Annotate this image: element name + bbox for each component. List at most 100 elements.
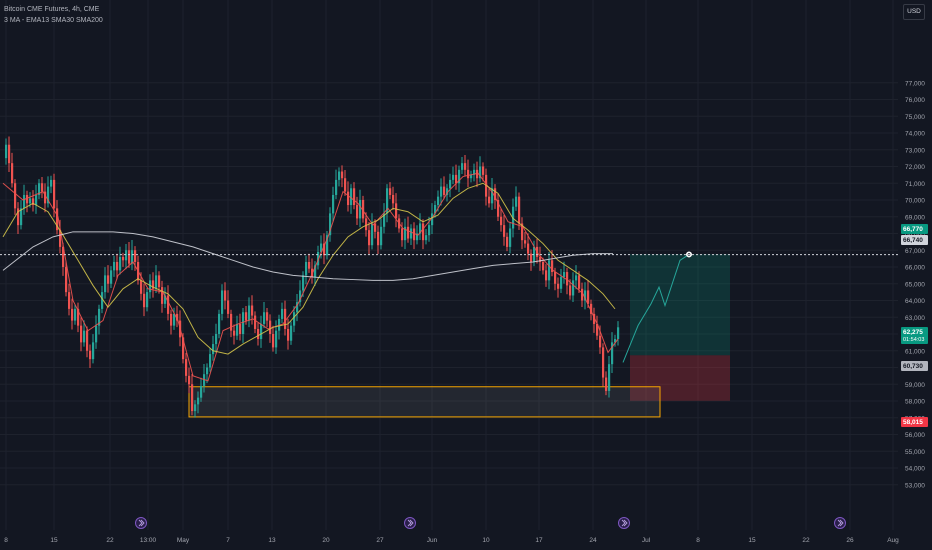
price-tick-label: 72,000 [905, 164, 925, 171]
candle-body [584, 290, 587, 301]
price-tick-label: 77,000 [905, 80, 925, 87]
candle-body [23, 194, 26, 209]
target-price-tag [901, 224, 928, 234]
candle-body [476, 169, 479, 179]
candle-body [548, 260, 551, 281]
candle-body [122, 256, 125, 261]
candle-body [530, 253, 533, 262]
stop-zone [630, 355, 730, 401]
candle-body [329, 213, 332, 236]
price-tick-label: 61,000 [905, 348, 925, 355]
candle-body [479, 166, 482, 179]
candle-body [221, 290, 224, 314]
time-tick-label: Jul [642, 537, 651, 544]
candle-body [230, 313, 233, 331]
price-tick-label: 68,000 [905, 231, 925, 238]
candle-body [578, 275, 581, 289]
candle-body [245, 312, 248, 321]
lightning-event-icon [834, 517, 846, 529]
candle-body [587, 290, 590, 304]
sma200-line [2, 231, 613, 281]
candle-body [566, 272, 569, 286]
candle-body [488, 196, 491, 204]
time-tick-label: 15 [748, 537, 756, 544]
target-zone [630, 254, 730, 356]
price-tick-label: 54,000 [905, 466, 925, 473]
candle-body [350, 188, 353, 206]
candle-body [377, 231, 380, 246]
candle-body [146, 292, 149, 308]
candle-body [470, 174, 473, 179]
candle-body [164, 295, 167, 304]
candle-body [107, 275, 110, 284]
candle-body [425, 235, 428, 241]
chart-title[interactable]: Bitcoin CME Futures, 4h, CME [4, 6, 100, 13]
lightning-event-icon [404, 517, 416, 529]
candle-body [5, 144, 8, 159]
time-axis: 8 15 22 13:00 May 7 13 20 27 Jun 10 17 24 Jul 8 15 22 26 A… [4, 537, 899, 544]
candle-body [440, 186, 443, 197]
candle-body [335, 179, 338, 195]
event-chevron [621, 519, 628, 527]
candle-body [503, 225, 506, 237]
time-tick-label: May [177, 537, 190, 544]
candle-body [509, 228, 512, 247]
candle-body [359, 200, 362, 219]
candle-body [299, 290, 302, 303]
price-axis: 53,00054,00055,00056,00057,00058,00059,0… [905, 80, 925, 489]
current-price-tag [901, 327, 928, 344]
price-tick-label: 70,000 [905, 198, 925, 205]
candle-body [218, 313, 221, 334]
candle-body [8, 144, 11, 164]
price-tick-label: 65,000 [905, 281, 925, 288]
currency-button[interactable]: USD [903, 4, 925, 20]
candle-body [326, 235, 329, 256]
time-tick-label: 7 [226, 537, 230, 544]
candle-body [611, 342, 614, 365]
time-tick-label: 13:00 [140, 537, 157, 544]
candle-body [248, 305, 251, 321]
candle-body [392, 194, 395, 204]
candle-body [515, 196, 518, 207]
candle-body [422, 223, 425, 241]
price-tick-label: 63,000 [905, 315, 925, 322]
time-tick-label: 8 [696, 537, 700, 544]
price-tick-label: 56,000 [905, 432, 925, 439]
sma30-line [2, 182, 616, 355]
candle-body [581, 288, 584, 301]
candle-body [434, 205, 437, 214]
price-tick-label: 73,000 [905, 147, 925, 154]
candle-body [275, 330, 278, 348]
candle-body [383, 213, 386, 227]
target-price-tag-text: 66,770 [903, 226, 923, 233]
projection-path [622, 254, 690, 363]
candle-body [458, 169, 461, 184]
candle-body [152, 280, 155, 289]
candle-body [62, 246, 65, 267]
candle-body [302, 275, 305, 291]
time-tick-label: 24 [589, 537, 597, 544]
candle-body [20, 208, 23, 226]
price-tick-label: 74,000 [905, 131, 925, 138]
candle-body [56, 208, 59, 231]
indicator-legend[interactable]: 3 MA - EMA13 SMA30 SMA200 [4, 17, 103, 24]
time-tick-label: 15 [50, 537, 58, 544]
candle-body [41, 183, 44, 192]
candle-body [260, 323, 263, 340]
candle-body [293, 312, 296, 326]
candle-body [140, 280, 143, 294]
candle-body [590, 303, 593, 314]
lightning-event-icon [618, 517, 630, 529]
candle-body [305, 261, 308, 276]
candle-body [287, 328, 290, 341]
candle-body [176, 313, 179, 321]
candle-body [524, 240, 527, 244]
price-tick-label: 58,000 [905, 399, 925, 406]
candle-body [563, 272, 566, 278]
candle-body [617, 327, 620, 340]
candle-body [332, 194, 335, 214]
candle-body [554, 272, 557, 284]
candle-body [242, 312, 245, 334]
